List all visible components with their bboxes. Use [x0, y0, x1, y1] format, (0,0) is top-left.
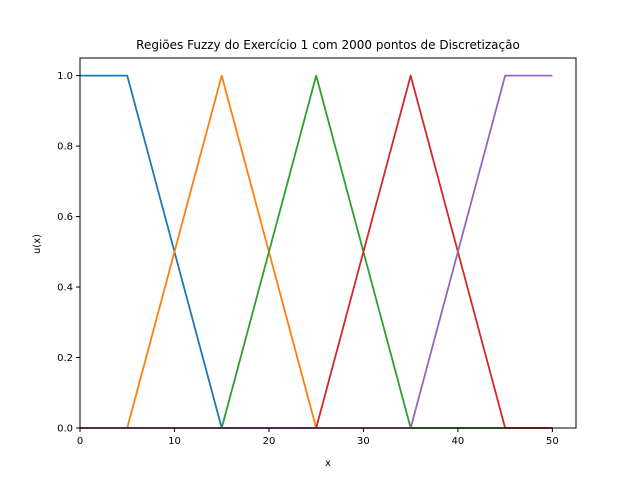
x-tick-label: 0 — [77, 436, 83, 447]
y-tick-label: 1.0 — [57, 71, 73, 82]
y-tick-label: 0.6 — [57, 212, 73, 223]
x-tick-label: 20 — [263, 436, 276, 447]
x-axis-label: x — [325, 458, 331, 469]
y-tick-label: 0.2 — [57, 353, 73, 364]
y-tick-label: 0.8 — [57, 142, 73, 153]
plot-area: 0 10 20 30 40 50 0.0 0.2 0.4 0.6 0.8 1.0 — [57, 57, 577, 447]
y-axis-label: u(x) — [32, 234, 43, 254]
y-tick-label: 0.4 — [57, 283, 73, 294]
chart-title: Regiões Fuzzy do Exercício 1 com 2000 po… — [136, 38, 520, 52]
x-tick-label: 10 — [168, 436, 181, 447]
y-tick-label: 0.0 — [57, 424, 73, 435]
axes-frame — [79, 57, 577, 429]
x-tick-label: 50 — [546, 436, 559, 447]
x-tick-label: 30 — [357, 436, 370, 447]
x-tick-label: 40 — [452, 436, 465, 447]
